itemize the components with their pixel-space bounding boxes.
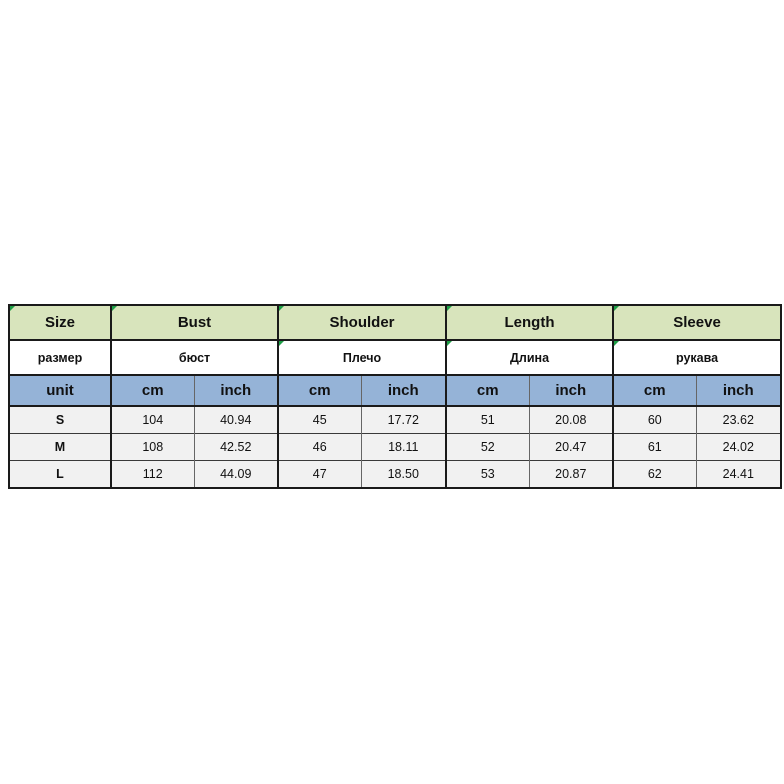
size-cell: M [9,433,111,461]
header-row-ru: размер бюст Плечо Длина рукава [9,339,782,375]
header-size: Size [9,305,111,340]
value-cell: 61 [612,433,697,461]
value-cell: 24.02 [695,433,782,461]
value-cell: 44.09 [193,460,278,488]
value-cell: 47 [277,460,361,488]
header-ru-sleeve: рукава [612,339,782,375]
value-cell: 60 [612,405,697,434]
header-bust: Bust [110,305,278,340]
value-cell: 52 [445,433,530,461]
value-cell: 53 [445,460,530,488]
table-row-m: M 108 42.52 46 18.11 52 20.47 61 24.02 [9,433,782,461]
header-ru-size: размер [9,339,111,375]
size-cell: S [9,405,111,434]
value-cell: 18.11 [360,433,447,461]
value-cell: 18.50 [360,460,447,488]
header-ru-length: Длина [445,339,614,375]
value-cell: 62 [612,460,697,488]
unit-cell-length-cm: cm [445,374,530,406]
value-cell: 45 [277,405,361,434]
value-cell: 24.41 [695,460,782,488]
value-cell: 40.94 [193,405,278,434]
value-cell: 108 [110,433,194,461]
unit-row: unit cm inch cm inch cm inch cm inch [9,374,782,406]
value-cell: 23.62 [695,405,782,434]
unit-cell-sleeve-inch: inch [695,374,782,406]
value-cell: 20.47 [528,433,614,461]
value-cell: 20.08 [528,405,614,434]
value-cell: 46 [277,433,361,461]
value-cell: 17.72 [360,405,447,434]
unit-cell-bust-cm: cm [110,374,194,406]
value-cell: 51 [445,405,530,434]
header-sleeve: Sleeve [612,305,782,340]
value-cell: 20.87 [528,460,614,488]
unit-label-cell: unit [9,374,111,406]
size-chart-table: Size Bust Shoulder Length Sleeve размер … [8,304,783,489]
size-cell: L [9,460,111,488]
value-cell: 112 [110,460,194,488]
unit-cell-sleeve-cm: cm [612,374,697,406]
header-length: Length [445,305,614,340]
unit-cell-shoulder-inch: inch [360,374,447,406]
value-cell: 42.52 [193,433,278,461]
header-shoulder: Shoulder [276,305,447,340]
table-row-s: S 104 40.94 45 17.72 51 20.08 60 23.62 [9,405,782,434]
header-row-en: Size Bust Shoulder Length Sleeve [9,305,782,340]
unit-cell-shoulder-cm: cm [277,374,361,406]
unit-cell-bust-inch: inch [193,374,278,406]
header-ru-bust: бюст [110,339,278,375]
table-row-l: L 112 44.09 47 18.50 53 20.87 62 24.41 [9,460,782,488]
header-ru-shoulder: Плечо [276,339,447,375]
unit-cell-length-inch: inch [528,374,614,406]
value-cell: 104 [110,405,194,434]
